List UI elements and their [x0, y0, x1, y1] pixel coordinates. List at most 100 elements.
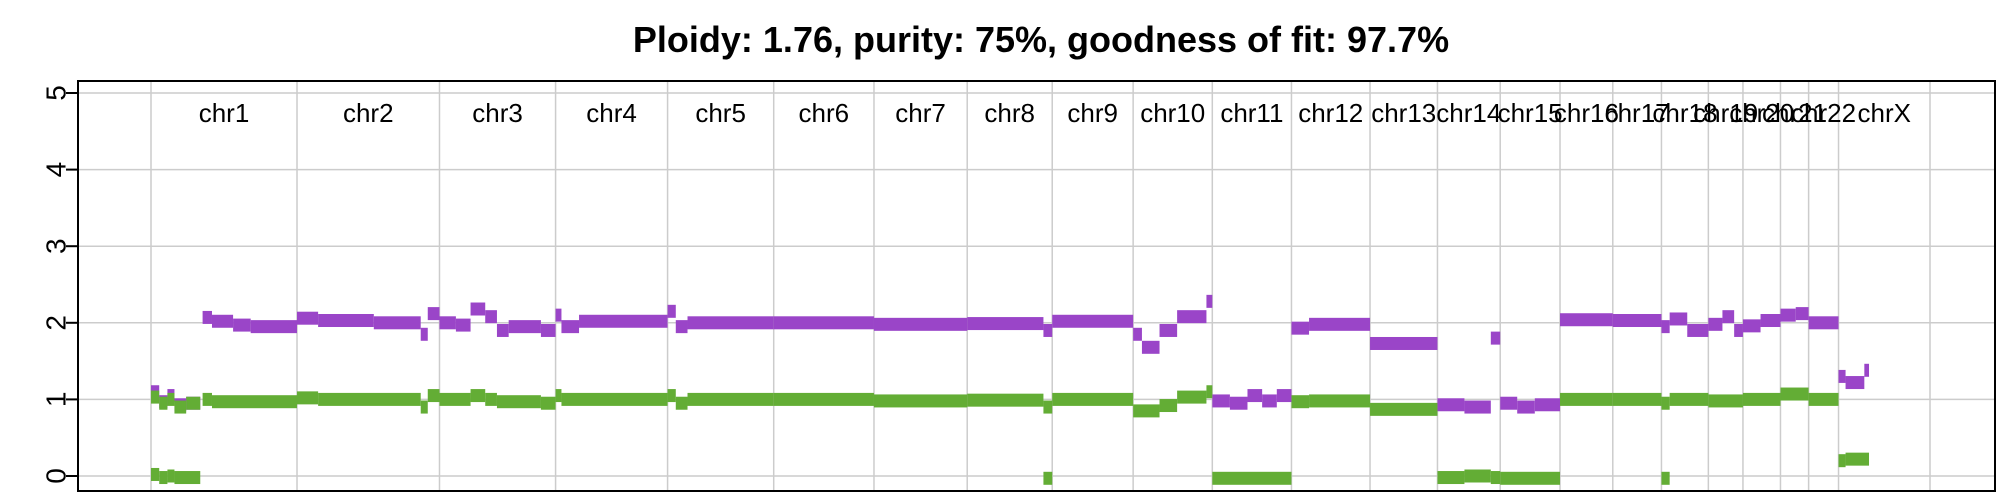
chromosome-label: chr20 — [1729, 98, 1794, 128]
major-cn-segment — [773, 316, 874, 330]
y-tick-label: 0 — [40, 468, 71, 484]
major-cn-segment — [297, 311, 319, 325]
major-cn-segment — [555, 308, 562, 322]
major-cn-segment — [1864, 363, 1870, 377]
minor-cn-segment — [1291, 395, 1310, 409]
major-cn-segment — [508, 320, 541, 334]
major-cn-segment — [1212, 394, 1230, 408]
chromosome-label: chr13 — [1371, 98, 1436, 128]
chromosome-label: chr19 — [1693, 98, 1758, 128]
chromosome-label: chr14 — [1436, 98, 1501, 128]
chromosome-label: chr9 — [1067, 98, 1118, 128]
minor-cn-segment — [773, 392, 874, 406]
major-cn-segment — [202, 310, 212, 324]
major-cn-segment — [1043, 323, 1053, 337]
major-cn-segment — [1500, 396, 1518, 410]
grid-lines — [78, 81, 1995, 491]
major-cn-segment — [485, 310, 497, 324]
major-cn-segment — [455, 318, 471, 332]
minor-cn-segment — [427, 389, 440, 403]
minor-cn-segment — [211, 395, 298, 409]
y-axis: 0 1 2 3 4 5 — [40, 85, 78, 484]
minor-cn-segment — [1177, 390, 1207, 404]
major-cn-segment — [967, 317, 1044, 331]
major-cn-segment — [1437, 398, 1465, 412]
major-cn-segment — [1669, 312, 1688, 326]
major-cn-segment — [1661, 320, 1670, 334]
major-cn-segment — [1795, 307, 1809, 321]
minor-cn-segment — [159, 471, 168, 485]
major-cn-segment — [373, 316, 421, 330]
minor-cn-segment — [151, 390, 160, 404]
minor-cn-segment — [420, 400, 428, 414]
chromosome-label: chr16 — [1554, 98, 1619, 128]
major-cn-segment — [250, 320, 298, 334]
major-cn-segment — [420, 327, 428, 341]
minor-cn-segment — [202, 392, 212, 406]
major-cn-segment — [1133, 327, 1142, 341]
major-cn-segment — [1760, 314, 1781, 328]
major-cn-segment — [1780, 308, 1796, 322]
chromosome-label: chrX — [1858, 98, 1911, 128]
y-tick-label: 1 — [40, 392, 71, 408]
minor-cn-segment — [1052, 392, 1134, 406]
chromosome-label: chr22 — [1791, 98, 1856, 128]
major-cn-segment — [1612, 314, 1662, 328]
minor-cn-segment — [1309, 394, 1371, 408]
major-cn-segment — [233, 318, 251, 332]
minor-cn-segment — [318, 392, 421, 406]
major-cn-segment — [1309, 317, 1371, 331]
major-cn-segment — [1177, 310, 1207, 324]
minor-cn-segment — [1708, 394, 1743, 408]
y-tick-label: 2 — [40, 315, 71, 331]
minor-cn-segment — [167, 469, 175, 483]
minor-cn-segment — [561, 392, 668, 406]
minor-cn-segment — [1133, 404, 1160, 418]
chromosome-label: chr8 — [984, 98, 1035, 128]
major-cn-segment — [873, 317, 968, 331]
major-cn-segment — [675, 320, 688, 334]
minor-cn-segment — [675, 396, 688, 410]
minor-cn-segment — [1780, 387, 1809, 401]
major-cn-segment — [211, 314, 234, 328]
chromosome-label: chr4 — [586, 98, 637, 128]
minor-cn-segment — [186, 396, 201, 410]
major-cn-segment — [496, 323, 509, 337]
chromosome-label: chr10 — [1140, 98, 1205, 128]
minor-cn-segment — [151, 467, 160, 481]
major-cn-segment — [1708, 317, 1723, 331]
major-cn-segment — [1159, 323, 1178, 337]
minor-cn-segment — [1500, 471, 1561, 485]
major-cn-segment — [1560, 313, 1613, 327]
minor-cn-segment — [1206, 385, 1213, 399]
minor-cn-segment — [1370, 402, 1438, 416]
minor-cn-segment — [297, 391, 319, 405]
minor-cn-segment — [540, 396, 556, 410]
major-cn-segment — [318, 314, 374, 328]
minor-cn-segment — [174, 471, 201, 485]
minor-cn-segment — [1838, 454, 1846, 468]
minor-cn-segment — [1808, 392, 1839, 406]
minor-cn-segment — [667, 389, 676, 403]
chromosome-label: chr7 — [895, 98, 946, 128]
chromosome-label: chr17 — [1605, 98, 1670, 128]
minor-cn-segment — [1212, 471, 1292, 485]
minor-cn-segment — [1159, 399, 1178, 413]
minor-cn-segment — [1661, 396, 1670, 410]
minor-cn-segment — [555, 389, 562, 403]
segment-marks — [151, 294, 1870, 485]
major-cn-segment — [1291, 321, 1310, 335]
major-cn-segment — [1276, 389, 1292, 403]
chromosome-labels: chr1 chr2 chr3 chr4 chr5 chr6 chr7 chr8 chr9 chr1… — [199, 98, 1911, 128]
major-cn-segment — [1247, 389, 1263, 403]
major-cn-segment — [470, 302, 486, 316]
major-cn-segment — [1370, 336, 1438, 350]
major-cn-segment — [1206, 294, 1213, 308]
minor-cn-segment — [1661, 471, 1670, 485]
major-cn-segment — [561, 320, 580, 334]
major-cn-segment — [1464, 400, 1491, 414]
minor-cn-segment — [1043, 400, 1053, 414]
chart-title: Ploidy: 1.76, purity: 75%, goodness of f… — [633, 19, 1449, 60]
major-cn-segment — [1687, 323, 1709, 337]
